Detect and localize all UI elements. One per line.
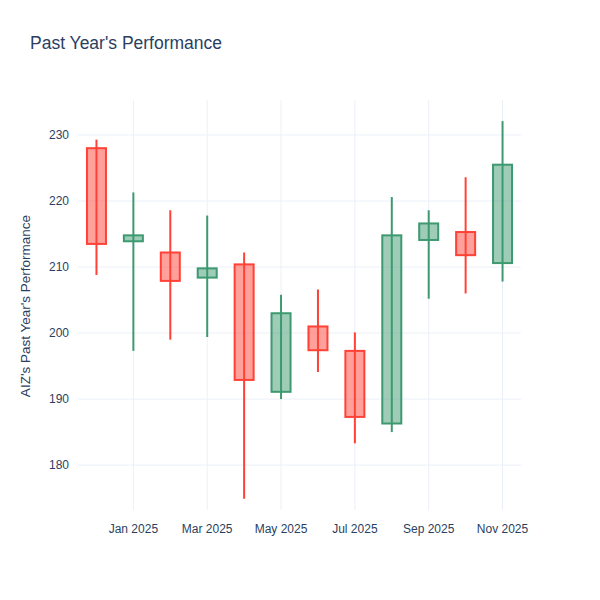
y-tick-label: 190 <box>49 392 69 406</box>
candle-body-decreasing[interactable] <box>235 264 254 380</box>
y-tick-label: 220 <box>49 194 69 208</box>
candle-body-increasing[interactable] <box>493 165 512 263</box>
y-tick-label: 230 <box>49 128 69 142</box>
candle-body-decreasing[interactable] <box>308 326 327 350</box>
candle-body-increasing[interactable] <box>382 235 401 423</box>
x-tick-label: Jan 2025 <box>109 522 159 536</box>
candle-body-increasing[interactable] <box>419 223 438 240</box>
y-tick-label: 200 <box>49 326 69 340</box>
y-tick-label: 180 <box>49 458 69 472</box>
candle-body-increasing[interactable] <box>124 235 143 241</box>
candle-body-decreasing[interactable] <box>161 253 180 281</box>
x-tick-label: Mar 2025 <box>182 522 233 536</box>
x-tick-label: May 2025 <box>255 522 308 536</box>
plot-area[interactable]: 180 190 200 210 220 230 Jan 2025 Mar 2025 May 20… <box>0 0 600 600</box>
candle-body-decreasing[interactable] <box>345 351 364 417</box>
candle-body-decreasing[interactable] <box>87 148 106 244</box>
candle-body-increasing[interactable] <box>198 268 217 277</box>
x-tick-label: Jul 2025 <box>332 522 378 536</box>
x-tick-label: Nov 2025 <box>477 522 529 536</box>
y-tick-label: 210 <box>49 260 69 274</box>
candle-body-increasing[interactable] <box>272 313 291 392</box>
candle-body-decreasing[interactable] <box>456 232 475 255</box>
candlestick-chart-figure: Past Year's Performance AIZ's Past Year'… <box>0 0 600 600</box>
x-tick-label: Sep 2025 <box>403 522 455 536</box>
